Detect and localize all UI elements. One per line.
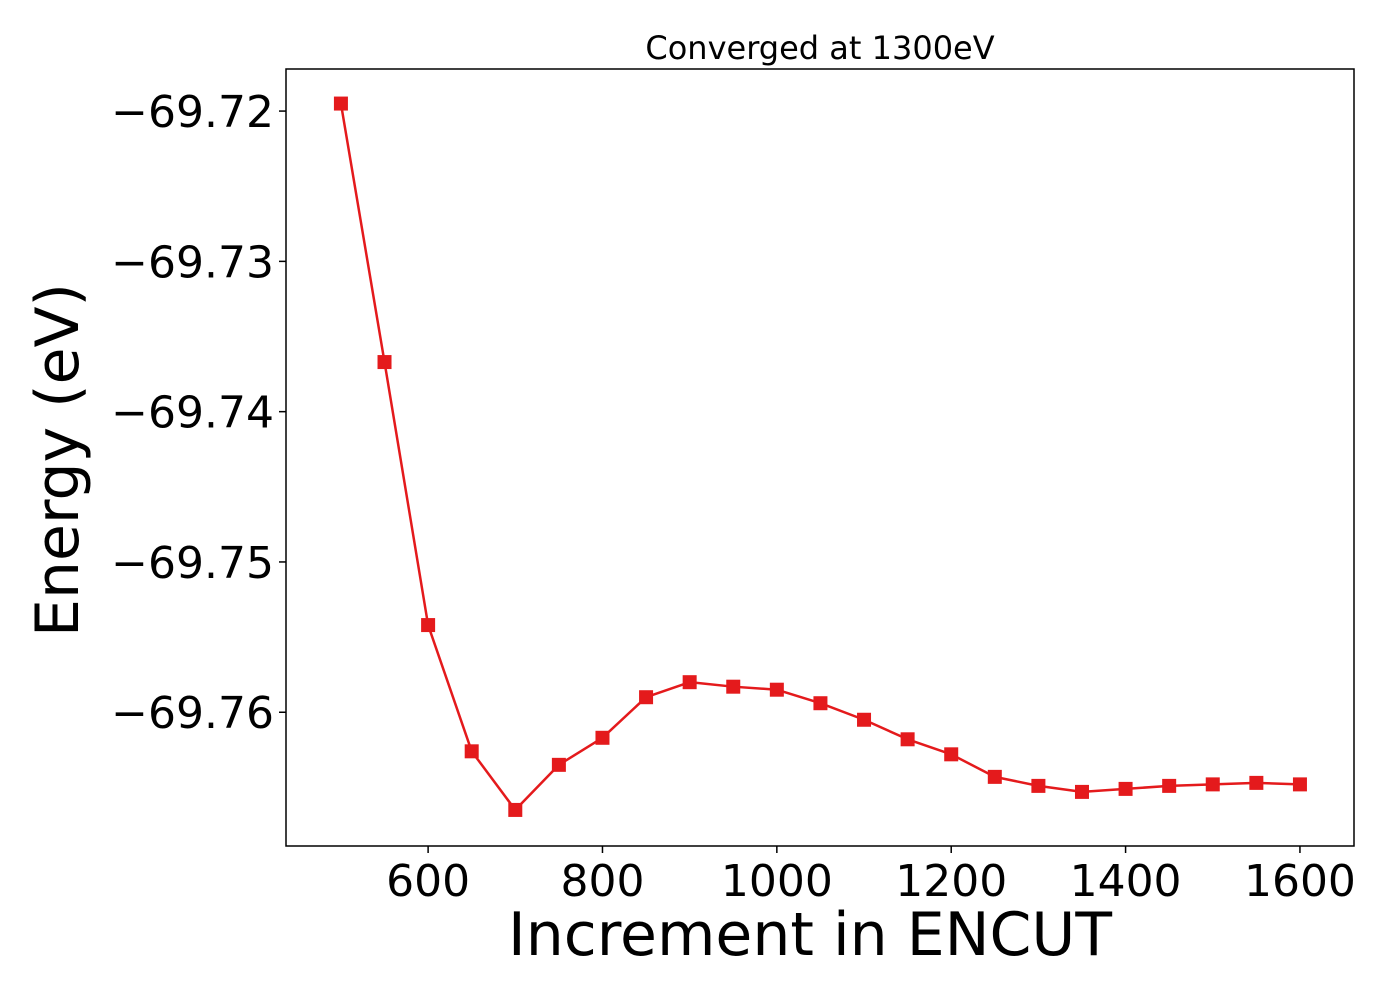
data-point-marker bbox=[987, 769, 1002, 784]
data-point-marker bbox=[769, 682, 784, 697]
data-point-marker bbox=[464, 744, 479, 759]
x-axis-label: Increment in ENCUT bbox=[508, 900, 1112, 970]
data-point-marker bbox=[377, 355, 392, 370]
data-point-marker bbox=[813, 696, 828, 711]
x-axis-ticks: 600 800 1000 1200 1400 1600 bbox=[386, 846, 1356, 907]
x-tick-label: 1000 bbox=[721, 856, 833, 907]
plot-area: 600 800 1000 1200 1400 1600 −69.72−69.73−69.7… bbox=[111, 68, 1356, 907]
data-point-marker bbox=[726, 679, 741, 694]
data-point-marker bbox=[1118, 781, 1133, 796]
data-point-marker bbox=[508, 802, 523, 817]
x-tick-label: 800 bbox=[560, 856, 644, 907]
data-point-marker bbox=[639, 690, 654, 705]
data-point-marker bbox=[1031, 778, 1046, 793]
data-point-marker bbox=[944, 747, 959, 762]
y-tick-label: −69.72 bbox=[111, 87, 274, 138]
chart-title: Converged at 1300eV bbox=[645, 29, 994, 67]
data-point-marker bbox=[333, 96, 348, 111]
data-point-marker bbox=[682, 675, 697, 690]
energy-series bbox=[333, 96, 1307, 817]
y-axis-ticks: −69.72 −69.73 −69.74 −69.75 −69.76 bbox=[111, 87, 286, 739]
data-point-marker bbox=[551, 757, 566, 772]
x-tick-label: 600 bbox=[386, 856, 470, 907]
x-tick-label: 1200 bbox=[895, 856, 1007, 907]
data-point-marker bbox=[1074, 784, 1089, 799]
y-tick-label: −69.74 bbox=[111, 388, 274, 439]
plot-frame bbox=[285, 68, 1355, 847]
data-point-marker bbox=[421, 618, 436, 633]
data-point-marker bbox=[1205, 777, 1220, 792]
y-tick-label: −69.73 bbox=[111, 237, 274, 288]
data-point-marker bbox=[595, 730, 610, 745]
y-tick-label: −69.75 bbox=[111, 538, 274, 589]
data-point-marker bbox=[1249, 775, 1264, 790]
data-point-marker bbox=[1292, 777, 1307, 792]
x-tick-label: 1400 bbox=[1070, 856, 1182, 907]
y-axis-label: Energy (eV) bbox=[23, 283, 93, 637]
y-tick-label: −69.76 bbox=[111, 688, 274, 739]
data-point-marker bbox=[857, 712, 872, 727]
data-point-marker bbox=[900, 732, 915, 747]
x-tick-label: 1600 bbox=[1244, 856, 1356, 907]
data-point-marker bbox=[1162, 778, 1177, 793]
